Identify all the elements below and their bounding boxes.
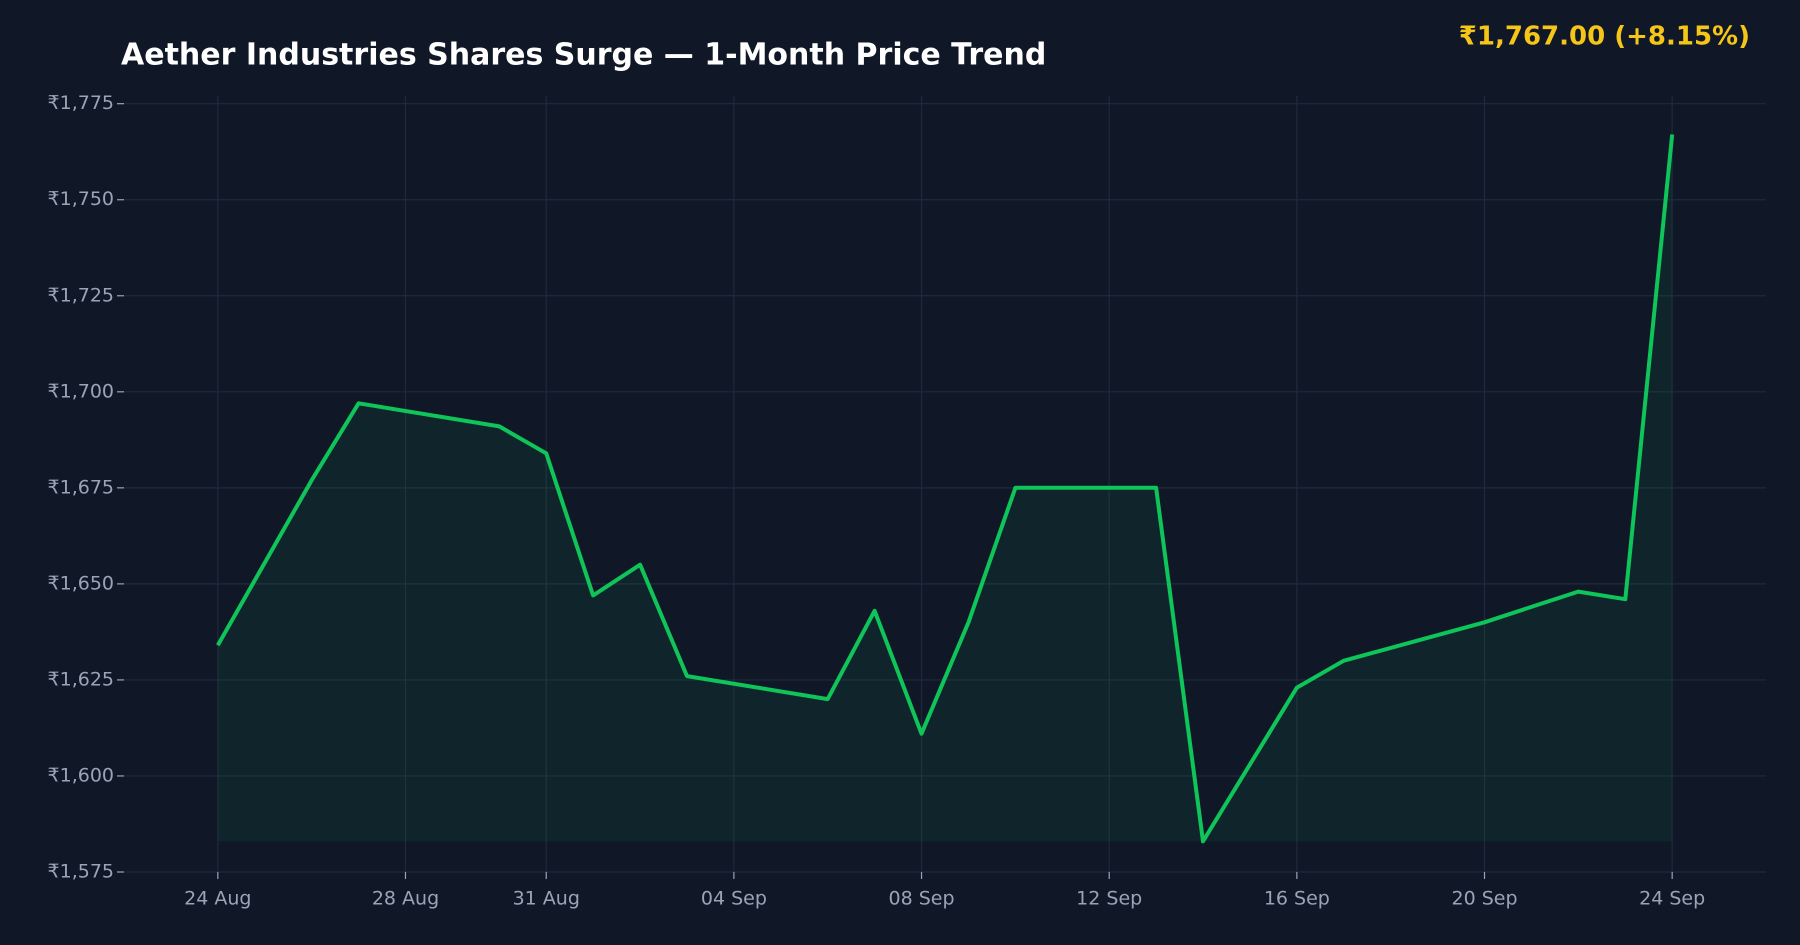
x-tick-label: 24 Sep: [1639, 888, 1705, 910]
price-annotation: ₹1,767.00 (+8.15%): [1459, 22, 1750, 52]
y-tick-label: ₹1,650: [48, 572, 114, 594]
x-tick-label: 08 Sep: [889, 888, 955, 910]
y-tick-label: ₹1,600: [48, 764, 114, 786]
y-tick-label: ₹1,575: [48, 861, 114, 883]
chart-title: Aether Industries Shares Surge — 1-Month…: [121, 38, 1046, 73]
x-tick-label: 16 Sep: [1264, 888, 1330, 910]
x-tick-label: 20 Sep: [1451, 888, 1517, 910]
area: [217, 134, 1673, 842]
y-tick-label: ₹1,775: [48, 92, 114, 114]
y-tick-label: ₹1,675: [48, 476, 114, 498]
x-tick-label: 04 Sep: [701, 888, 767, 910]
y-tick-label: ₹1,625: [48, 668, 114, 690]
y-tick-label: ₹1,700: [48, 380, 114, 402]
x-tick-label: 12 Sep: [1076, 888, 1142, 910]
x-tick-label: 31 Aug: [513, 888, 580, 910]
price-line: [216, 134, 1675, 844]
x-tick-label: 28 Aug: [372, 888, 439, 910]
y-tick-label: ₹1,725: [48, 284, 114, 306]
x-tick-label: 24 Aug: [184, 888, 251, 910]
y-tick-label: ₹1,750: [48, 188, 114, 210]
